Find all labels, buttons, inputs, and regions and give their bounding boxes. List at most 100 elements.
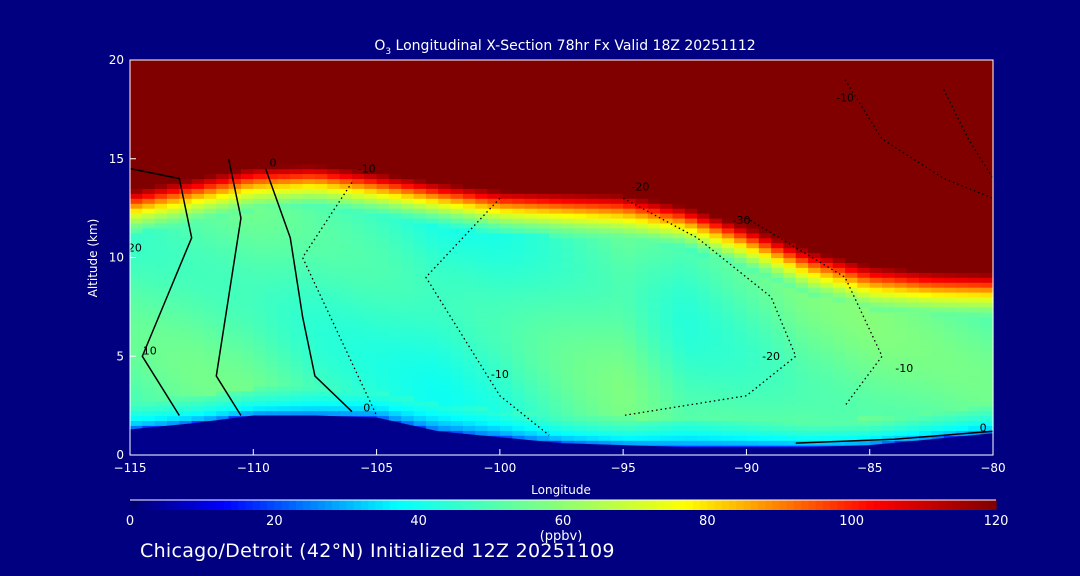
heatmap-cell <box>783 218 797 224</box>
heatmap-cell <box>277 316 291 323</box>
heatmap-cell <box>475 69 489 76</box>
heatmap-cell <box>388 227 402 234</box>
heatmap-cell <box>623 168 636 175</box>
heatmap-cell <box>339 134 353 140</box>
heatmap-cell <box>462 69 476 76</box>
heatmap-cell <box>487 351 501 357</box>
heatmap-cell <box>376 277 390 283</box>
heatmap-cell <box>697 232 710 239</box>
heatmap-cell <box>401 371 415 377</box>
heatmap-cell <box>561 168 575 175</box>
heatmap-cell <box>697 326 710 333</box>
heatmap-cell <box>598 188 612 194</box>
heatmap-cell <box>167 227 180 234</box>
heatmap-cell <box>647 267 661 273</box>
heatmap-cell <box>647 277 661 283</box>
heatmap-cell <box>450 237 464 244</box>
heatmap-cell <box>832 341 846 347</box>
heatmap-cell <box>228 242 242 249</box>
heatmap-cell <box>487 301 501 308</box>
heatmap-cell <box>684 99 698 105</box>
heatmap-cell <box>376 380 390 387</box>
heatmap-cell <box>869 385 883 392</box>
heatmap-cell <box>351 390 365 397</box>
heatmap-cell <box>758 104 772 110</box>
heatmap-cell <box>450 341 464 347</box>
heatmap-cell <box>327 237 341 244</box>
heatmap-cell <box>253 306 267 313</box>
heatmap-cell <box>672 326 686 333</box>
heatmap-cell <box>820 420 834 426</box>
heatmap-cell <box>425 143 439 150</box>
heatmap-cell <box>598 183 612 189</box>
heatmap-cell <box>610 301 624 308</box>
heatmap-cell <box>364 292 378 298</box>
heatmap-cell <box>462 282 476 288</box>
heatmap-cell <box>191 163 205 170</box>
heatmap-cell <box>130 203 143 209</box>
heatmap-cell <box>647 143 661 150</box>
heatmap-cell <box>265 385 279 392</box>
heatmap-cell <box>130 316 143 323</box>
heatmap-cell <box>536 227 550 234</box>
heatmap-cell <box>746 440 760 446</box>
heatmap-cell <box>561 272 575 278</box>
heatmap-cell <box>746 316 760 323</box>
heatmap-cell <box>536 341 550 347</box>
heatmap-cell <box>364 297 378 303</box>
heatmap-cell <box>721 84 735 91</box>
heatmap-cell <box>647 321 661 328</box>
heatmap-cell <box>142 361 156 367</box>
heatmap-cell <box>672 272 686 278</box>
heatmap-cell <box>573 129 587 135</box>
heatmap-cell <box>758 366 772 372</box>
heatmap-cell <box>795 203 809 209</box>
heatmap-cell <box>167 410 180 417</box>
heatmap-cell <box>401 99 415 105</box>
heatmap-cell <box>228 104 242 110</box>
heatmap-cell <box>450 94 464 101</box>
heatmap-cell <box>524 410 538 417</box>
heatmap-cell <box>475 331 489 338</box>
heatmap-cell <box>302 262 316 268</box>
heatmap-cell <box>746 183 760 189</box>
heatmap-cell <box>253 400 267 407</box>
heatmap-cell <box>351 173 365 180</box>
heatmap-cell <box>758 371 772 377</box>
heatmap-cell <box>734 341 747 347</box>
heatmap-cell <box>450 366 464 372</box>
heatmap-cell <box>253 277 267 283</box>
heatmap-cell <box>808 139 821 145</box>
heatmap-cell <box>635 148 649 155</box>
heatmap-cell <box>228 69 242 76</box>
heatmap-cell <box>462 89 476 96</box>
heatmap-cell <box>586 203 600 209</box>
heatmap-cell <box>216 366 230 372</box>
heatmap-cell <box>598 153 612 160</box>
heatmap-cell <box>253 292 267 298</box>
heatmap-cell <box>413 143 427 150</box>
heatmap-cell <box>228 395 242 402</box>
heatmap-cell <box>425 390 439 397</box>
heatmap-cell <box>697 376 710 382</box>
heatmap-cell <box>598 366 612 372</box>
heatmap-cell <box>204 257 217 263</box>
heatmap-cell <box>672 198 686 204</box>
heatmap-cell <box>573 440 587 446</box>
heatmap-cell <box>351 351 365 357</box>
heatmap-cell <box>598 104 612 110</box>
heatmap-cell <box>475 425 489 431</box>
heatmap-cell <box>869 64 883 71</box>
heatmap-cell <box>598 148 612 155</box>
heatmap-cell <box>401 222 415 229</box>
heatmap-cell <box>820 385 834 392</box>
heatmap-cell <box>438 361 452 367</box>
heatmap-cell <box>425 262 439 268</box>
heatmap-cell <box>487 311 501 318</box>
heatmap-cell <box>265 178 279 184</box>
heatmap-cell <box>610 129 624 135</box>
heatmap-cell <box>610 89 624 96</box>
heatmap-cell <box>672 321 686 328</box>
heatmap-cell <box>179 84 193 91</box>
heatmap-cell <box>253 183 267 189</box>
